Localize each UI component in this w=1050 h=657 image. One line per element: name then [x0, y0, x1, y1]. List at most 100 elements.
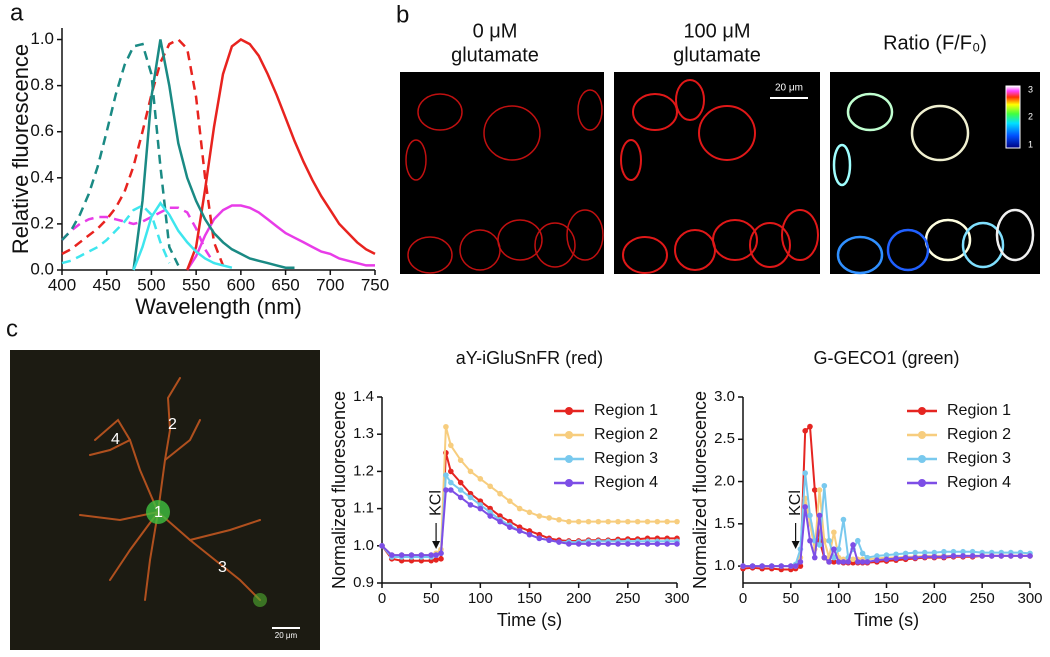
data-point: [605, 541, 611, 547]
x-tick-label: 150: [517, 590, 542, 607]
y-tick-label: 1.0: [30, 29, 54, 48]
data-point: [654, 541, 661, 547]
x-tick-label: 400: [48, 275, 76, 294]
legend-label: Region 2: [594, 426, 658, 443]
x-tick-label: 250: [970, 590, 995, 607]
data-point: [1027, 553, 1033, 559]
data-point: [389, 552, 395, 558]
series-line: [61, 42, 180, 266]
data-point: [850, 542, 856, 548]
data-point: [912, 549, 918, 556]
data-point: [457, 479, 464, 486]
scale-bar-label: 20 μm: [275, 631, 298, 640]
x-tick-label: 750: [361, 275, 389, 294]
data-point: [664, 541, 670, 547]
chart-title: aY-iGluSnFR (red): [456, 348, 603, 368]
data-point: [477, 505, 484, 512]
data-point: [979, 553, 985, 559]
y-axis-label: Relative fluorescence: [8, 44, 33, 254]
data-point: [831, 529, 837, 536]
data-point: [1008, 553, 1014, 559]
chart-title: G-GECO1 (green): [813, 348, 959, 368]
data-point: [585, 518, 592, 525]
y-tick-label: 2.5: [714, 430, 735, 447]
x-axis-label: Wavelength (nm): [135, 294, 302, 319]
y-axis-label: Normalized fluorescence: [329, 391, 349, 589]
x-tick-label: 100: [468, 590, 493, 607]
x-tick-label: 250: [615, 590, 640, 607]
legend-swatch: [918, 479, 926, 487]
data-point: [1017, 553, 1024, 559]
data-point: [477, 476, 484, 482]
image-title: glutamate: [451, 44, 539, 66]
data-point: [536, 535, 543, 542]
y-tick-label: 1.1: [353, 500, 374, 517]
x-tick-label: 650: [271, 275, 299, 294]
y-tick-label: 0.4: [30, 167, 54, 186]
data-point: [859, 550, 866, 557]
data-point: [883, 552, 890, 558]
annotation: KCl: [787, 490, 804, 516]
x-tick-label: 50: [782, 590, 799, 607]
legend-label: Region 4: [594, 474, 658, 491]
data-point: [546, 537, 552, 544]
data-point: [575, 541, 582, 547]
data-point: [821, 554, 828, 561]
data-point: [831, 559, 837, 565]
data-point: [467, 468, 474, 475]
data-point: [864, 559, 871, 565]
data-point: [802, 504, 808, 510]
data-point: [859, 559, 866, 565]
data-point: [802, 470, 808, 476]
image-title: glutamate: [673, 44, 761, 66]
series-line: [61, 203, 171, 265]
data-point: [845, 559, 852, 565]
data-point: [467, 502, 474, 508]
data-point: [497, 490, 503, 497]
data-point: [893, 555, 899, 562]
data-point: [931, 553, 938, 560]
data-point: [566, 518, 572, 525]
data-point: [840, 516, 847, 523]
y-tick-label: 0.9: [353, 574, 374, 591]
data-point: [418, 552, 425, 558]
data-point: [921, 553, 928, 560]
data-point: [835, 546, 842, 552]
scale-bar-label: 20 μm: [775, 83, 803, 94]
annotation-arrowhead: [791, 541, 800, 549]
data-point: [566, 541, 572, 547]
y-axis-label: Normalized fluorescence: [690, 391, 710, 589]
data-point: [931, 549, 938, 556]
data-point: [821, 482, 828, 489]
legend-swatch: [565, 407, 573, 415]
series-line: [132, 39, 295, 271]
data-point: [921, 549, 928, 556]
image-title: 100 μM: [683, 20, 750, 42]
neuron-image: 1 2 3 4 20 μm: [10, 350, 320, 650]
series-line: [186, 38, 376, 271]
y-tick-label: 1.0: [353, 537, 374, 554]
data-point: [883, 556, 890, 563]
data-point: [615, 518, 621, 525]
y-tick-label: 0.0: [30, 259, 54, 278]
data-point: [379, 543, 385, 549]
data-point: [507, 498, 513, 504]
x-tick-label: 0: [739, 590, 747, 607]
series-line: [132, 201, 233, 271]
colorbar-label: 2: [1028, 111, 1033, 121]
y-tick-label: 2.0: [714, 473, 735, 490]
panel-label: b: [396, 1, 409, 28]
data-point: [507, 524, 513, 530]
data-point: [634, 518, 641, 525]
data-point: [802, 428, 808, 434]
data-point: [448, 487, 454, 493]
data-point: [759, 563, 765, 569]
data-point: [605, 518, 611, 525]
data-point: [816, 487, 823, 493]
data-point: [443, 472, 449, 478]
x-tick-label: 200: [566, 590, 591, 607]
y-tick-label: 0.2: [30, 213, 54, 232]
data-point: [467, 494, 474, 501]
y-tick-label: 0.8: [30, 75, 54, 94]
